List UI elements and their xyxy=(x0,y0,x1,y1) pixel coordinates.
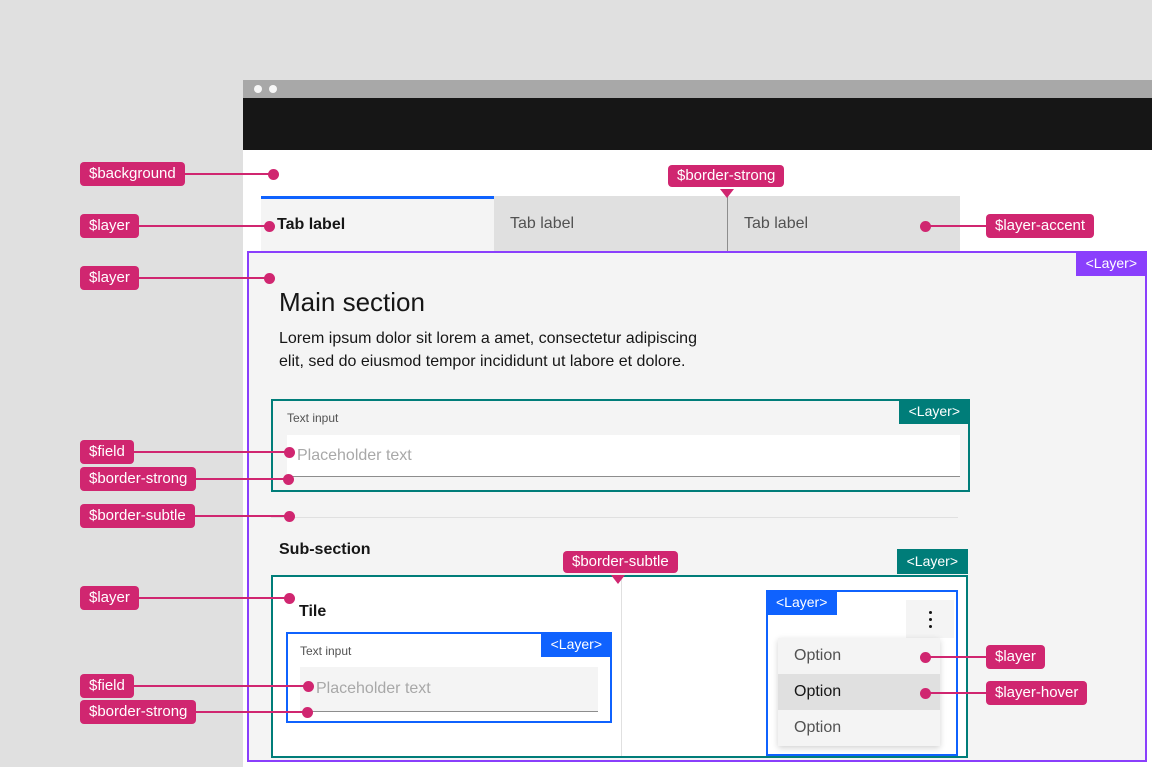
token-label: $layer xyxy=(80,266,139,290)
menu-option-2[interactable]: Option xyxy=(778,674,940,710)
annotation-line xyxy=(138,596,286,600)
overflow-menu-icon xyxy=(928,610,932,614)
annotation-dot xyxy=(263,220,275,232)
annotation-line xyxy=(196,710,305,714)
overflow-menu-layer: <Layer> Option Option Option xyxy=(766,590,958,756)
annotation-dot xyxy=(283,446,295,458)
text-input-field[interactable] xyxy=(287,435,960,477)
annotation-background: $background xyxy=(80,162,279,186)
overflow-menu-button[interactable] xyxy=(906,600,954,638)
annotation-layer-tile: $layer xyxy=(80,586,295,610)
annotation-border-strong-main: $border-strong xyxy=(80,467,295,491)
annotation-layer-option: $layer xyxy=(920,645,1045,669)
token-label: $border-strong xyxy=(80,467,197,491)
annotation-dot xyxy=(920,220,931,232)
body-text: Lorem ipsum dolor sit lorem a amet, cons… xyxy=(279,327,697,373)
token-label: $border-subtle xyxy=(563,551,678,573)
annotation-layer-tab: $layer xyxy=(80,214,275,238)
annotation-border-strong-tile: $border-strong xyxy=(80,700,314,724)
annotation-field-main: $field xyxy=(80,440,295,464)
tab-label-2[interactable]: Tab label xyxy=(494,196,727,251)
layer-badge: <Layer> xyxy=(540,632,612,657)
token-label: $field xyxy=(80,674,134,698)
annotation-dot xyxy=(920,687,931,699)
tab-label-text: Tab label xyxy=(277,216,346,233)
tab-bar: Tab label Tab label Tab label xyxy=(261,196,960,251)
annotation-line xyxy=(196,477,286,481)
menu-option-3[interactable]: Option xyxy=(778,710,940,746)
body-text-line: Lorem ipsum dolor sit lorem a amet, cons… xyxy=(279,330,697,347)
token-label: $layer xyxy=(80,586,139,610)
annotation-line xyxy=(929,224,986,228)
annotation-border-strong-tabs: $border-strong xyxy=(668,165,785,198)
token-label: $layer xyxy=(80,214,139,238)
annotation-border-subtle-tile: $border-subtle xyxy=(563,551,678,584)
overflow-menu-icon xyxy=(928,617,932,621)
window-control-dot[interactable] xyxy=(254,85,262,93)
token-label: $field xyxy=(80,440,134,464)
subsection-layer: <Layer> Tile <Layer> Text input <Layer> xyxy=(271,549,968,758)
tab-label-text: Tab label xyxy=(744,214,809,232)
token-label: $border-subtle xyxy=(80,504,195,528)
text-input-label: Text input xyxy=(287,411,339,425)
annotation-line xyxy=(929,655,986,659)
annotation-pointer-triangle xyxy=(720,189,734,198)
annotation-dot xyxy=(302,706,314,718)
annotation-line xyxy=(138,224,266,228)
annotation-line xyxy=(133,450,286,454)
annotation-layer-hover: $layer-hover xyxy=(920,681,1088,705)
token-label: $border-strong xyxy=(80,700,197,724)
annotation-line xyxy=(138,276,266,280)
layer-badge: <Layer> xyxy=(766,590,838,615)
layer-badge: <Layer> xyxy=(1075,251,1147,276)
annotation-line xyxy=(194,514,286,518)
main-section-layer: <Layer> Main section Lorem ipsum dolor s… xyxy=(247,251,1147,762)
menu-option-1[interactable]: Option xyxy=(778,638,940,674)
annotation-dot xyxy=(920,651,931,663)
annotation-dot xyxy=(302,680,314,692)
annotation-layer-accent: $layer-accent xyxy=(920,214,1095,238)
horizontal-divider xyxy=(271,517,958,518)
annotation-dot xyxy=(283,510,295,522)
token-label: $layer-hover xyxy=(986,681,1088,705)
layer-badge: <Layer> xyxy=(896,549,968,574)
annotation-line xyxy=(133,684,305,688)
browser-chrome-bar xyxy=(243,98,1152,150)
annotation-line xyxy=(929,691,986,695)
token-label: $layer xyxy=(986,645,1045,669)
body-text-line: elit, sed do eiusmod tempor incididunt u… xyxy=(279,353,686,370)
overflow-menu-icon xyxy=(928,624,932,628)
annotation-field-tile: $field xyxy=(80,674,314,698)
annotation-dot xyxy=(267,168,279,180)
annotation-pointer-triangle xyxy=(611,575,625,584)
subsection-title: Sub-section xyxy=(279,541,371,558)
browser-window: Tab label Tab label Tab label <Layer> Ma… xyxy=(243,80,1152,767)
text-input-label: Text input xyxy=(300,644,352,658)
menu-options-list: Option Option Option xyxy=(778,638,940,746)
tab-label-1[interactable]: Tab label xyxy=(261,196,494,251)
annotation-layer-main: $layer xyxy=(80,266,275,290)
vertical-divider xyxy=(621,577,622,756)
tile-title: Tile xyxy=(299,603,327,620)
annotation-dot xyxy=(283,473,295,485)
token-label: $background xyxy=(80,162,185,186)
window-control-dot[interactable] xyxy=(269,85,277,93)
annotation-border-subtle-main: $border-subtle xyxy=(80,504,295,528)
layer-badge: <Layer> xyxy=(898,399,970,424)
tab-label-text: Tab label xyxy=(510,214,575,232)
token-label: $layer-accent xyxy=(986,214,1095,238)
tile-text-input-field[interactable] xyxy=(300,667,598,712)
token-label: $border-strong xyxy=(668,165,785,187)
tile-text-input-layer: <Layer> Text input xyxy=(286,632,612,723)
page-title: Main section xyxy=(279,287,425,317)
window-titlebar xyxy=(243,80,1152,98)
annotation-dot xyxy=(283,592,295,604)
annotation-line xyxy=(184,172,270,176)
annotation-dot xyxy=(263,272,275,284)
text-input-layer: <Layer> Text input xyxy=(271,399,970,492)
